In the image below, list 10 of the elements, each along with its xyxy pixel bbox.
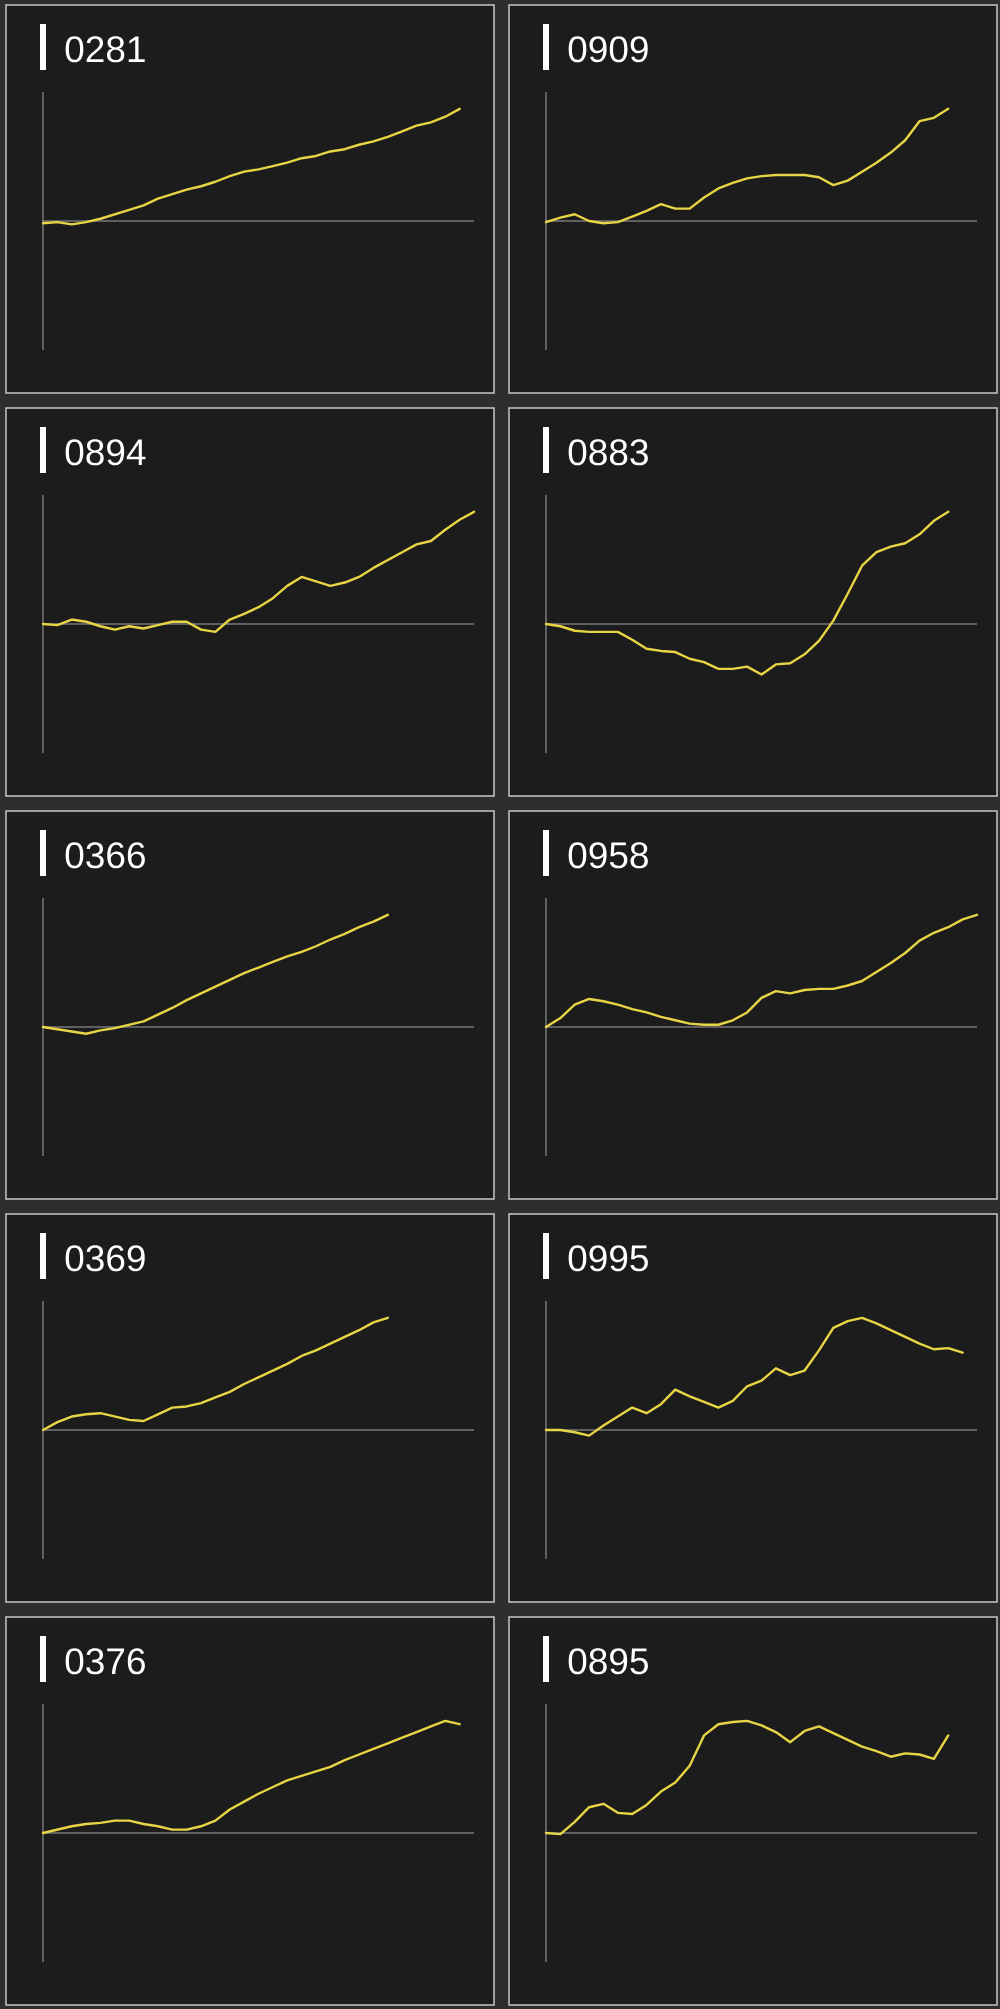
chart-title: 0958 [568,842,648,869]
chart-title: 0369 [65,1245,145,1272]
chart-title: 0995 [568,1245,648,1272]
chart-title: 0281 [65,36,145,63]
chart-title: 0894 [65,439,146,466]
chart-title: 0909 [568,36,648,63]
chart-title: 0895 [568,1648,648,1675]
chart-title: 0376 [65,1648,145,1675]
chart-title: 0883 [568,439,648,466]
chart-title: 0366 [65,842,145,869]
